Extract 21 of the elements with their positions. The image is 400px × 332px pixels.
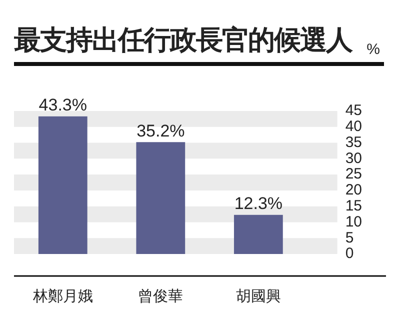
bar	[136, 142, 186, 254]
bar	[234, 214, 283, 254]
data-label: 35.2%	[136, 121, 185, 140]
data-label: 12.3%	[234, 194, 283, 214]
y-axis-title: %	[366, 41, 380, 58]
y-tick-label: 40	[345, 118, 362, 136]
bar	[38, 116, 88, 254]
y-tick-label: 15	[345, 197, 362, 214]
y-tick-label: 5	[345, 229, 354, 246]
y-tick-label: 10	[345, 213, 362, 230]
y-tick-label: 35	[345, 134, 362, 151]
x-tick-label: 胡國興	[236, 288, 281, 306]
y-tick-label: 30	[345, 150, 362, 167]
x-tick-label: 林鄭月娥	[32, 288, 93, 306]
y-tick-label: 45	[345, 102, 362, 120]
y-tick-label: 0	[345, 245, 354, 262]
data-label: 43.3%	[38, 96, 87, 115]
y-tick-label: 25	[345, 166, 362, 183]
y-tick-label: 20	[345, 182, 362, 199]
chart-title: 最支持出任行政長官的候選人	[14, 24, 352, 58]
x-tick-label: 曾俊華	[138, 288, 184, 306]
